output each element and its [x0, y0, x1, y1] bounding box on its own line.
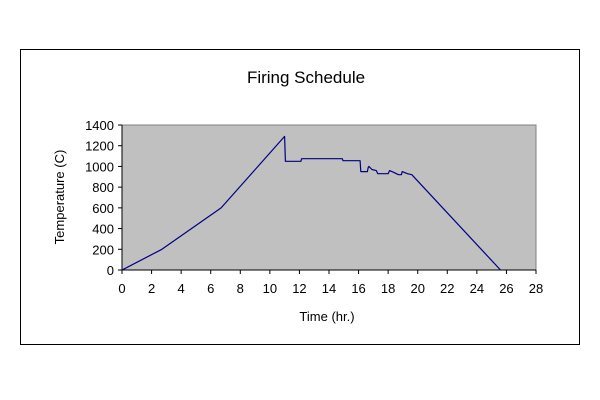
x-tick-label: 4 — [178, 281, 185, 296]
y-tick-label: 1400 — [85, 118, 114, 133]
y-tick-label: 200 — [92, 242, 114, 257]
x-tick-label: 16 — [351, 281, 365, 296]
y-tick-label: 1200 — [85, 139, 114, 154]
y-tick-label: 0 — [107, 263, 114, 278]
plot-area — [121, 124, 537, 271]
y-tick-label: 800 — [92, 180, 114, 195]
chart-svg: Firing Schedule 0 2 4 6 8 10 12 14 16 18 20 22 24 26 2… — [52, 68, 543, 324]
x-tick-label: 18 — [381, 281, 395, 296]
x-tick-label: 2 — [148, 281, 155, 296]
x-tick-label: 0 — [118, 281, 125, 296]
axes: 0 2 4 6 8 10 12 14 16 18 20 22 24 26 28020040060080010… — [85, 118, 543, 296]
x-tick-label: 10 — [263, 281, 277, 296]
y-tick-label: 1000 — [85, 159, 114, 174]
x-axis-title: Time (hr.) — [299, 309, 354, 324]
x-tick-label: 28 — [529, 281, 543, 296]
series-line — [121, 135, 501, 271]
x-tick-label: 22 — [440, 281, 454, 296]
x-tick-label: 12 — [292, 281, 306, 296]
x-tick-label: 20 — [410, 281, 424, 296]
x-tick-label: 14 — [322, 281, 336, 296]
chart-title: Firing Schedule — [247, 68, 365, 87]
y-tick-label: 600 — [92, 201, 114, 216]
y-axis-title: Temperature (C) — [52, 150, 67, 245]
x-tick-label: 26 — [499, 281, 513, 296]
x-tick-label: 6 — [207, 281, 214, 296]
chart-area: Firing Schedule 0 2 4 6 8 10 12 14 16 18 20 22 24 26 2… — [20, 49, 580, 345]
x-tick-label: 8 — [237, 281, 244, 296]
series-layer — [121, 135, 501, 271]
y-tick-label: 400 — [92, 222, 114, 237]
x-tick-label: 24 — [470, 281, 484, 296]
